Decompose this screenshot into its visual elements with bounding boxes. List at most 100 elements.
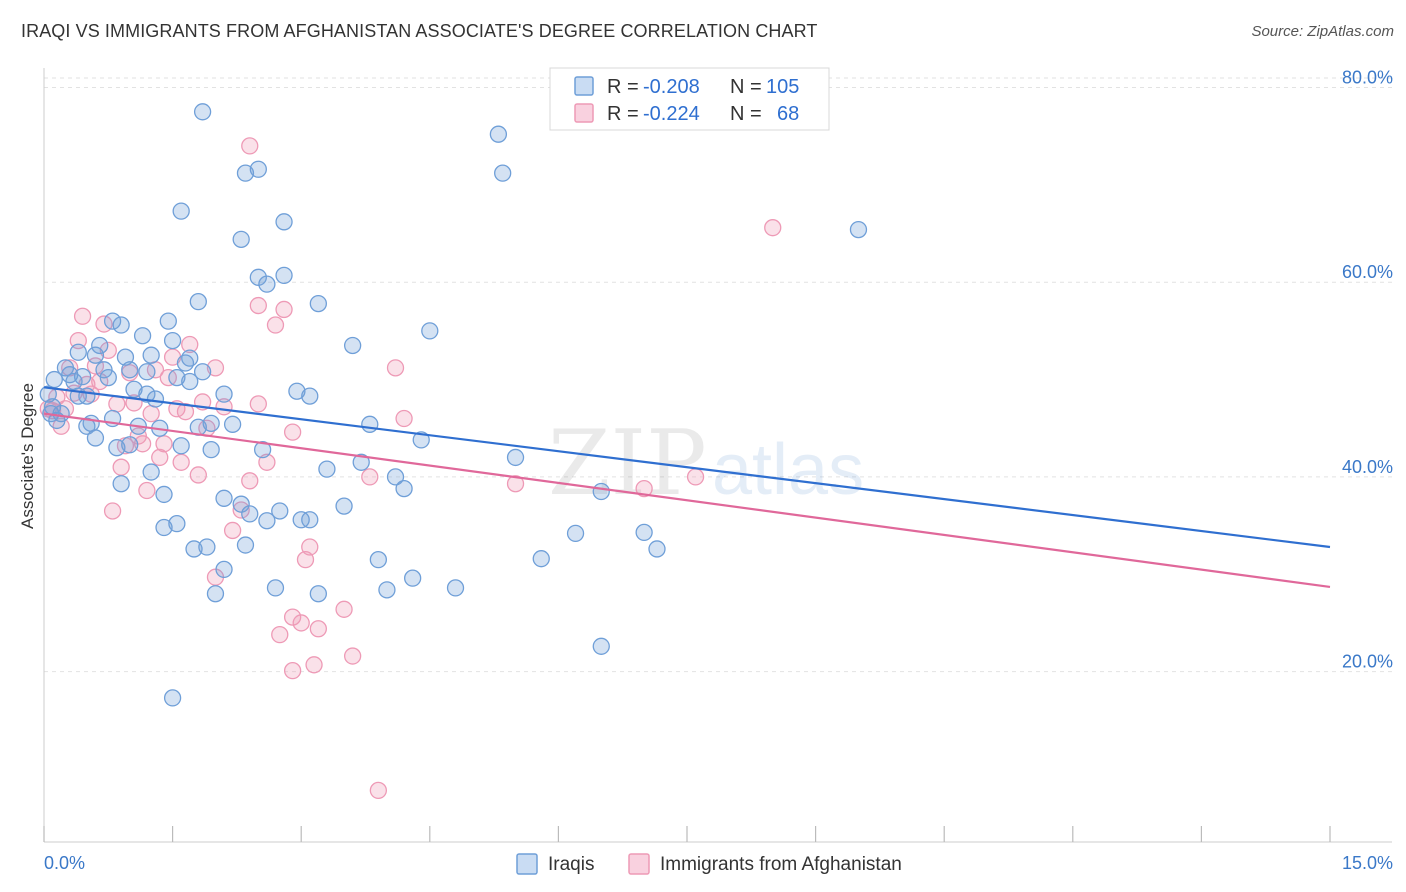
iraqi-point — [73, 367, 92, 386]
iraqi-point — [266, 579, 285, 597]
afghan-point — [223, 521, 242, 540]
legend-n-label: N = — [730, 76, 762, 98]
y-tick-label: 20.0% — [1342, 652, 1393, 672]
watermark: ZIP atlas — [548, 411, 864, 516]
legend-afghan-swatch — [574, 103, 594, 123]
iraqi-point — [386, 468, 405, 486]
iraqi-point — [489, 125, 508, 143]
legend-r-label-2: R = — [607, 103, 639, 125]
correlation-legend: R = -0.208 N = 105 R = -0.224 N = 68 — [549, 67, 830, 131]
afghan-trend-line — [43, 412, 1331, 589]
iraqi-point — [378, 581, 396, 599]
iraqi-point — [193, 363, 212, 381]
bottom-legend-iraqi-swatch — [516, 853, 538, 875]
source-label: Source: ZipAtlas.com — [1251, 23, 1394, 40]
iraqi-point — [121, 361, 139, 379]
afghan-point — [258, 453, 276, 471]
iraqi-point — [592, 482, 610, 501]
afghan-point — [395, 409, 413, 428]
iraqi-point — [215, 560, 233, 579]
afghan-point — [386, 359, 405, 377]
iraqi-point — [275, 266, 293, 285]
legend-afghan-n: 68 — [777, 103, 799, 125]
x-axis-ticks — [43, 826, 1331, 842]
afghan-point — [108, 395, 126, 413]
afghan-point — [335, 600, 353, 618]
iraqi-point — [412, 431, 430, 449]
afghan-point — [61, 359, 79, 377]
afghan-point — [73, 307, 92, 325]
afghan-point — [181, 335, 199, 354]
iraqi-point — [241, 505, 259, 523]
iraqi-point — [223, 415, 242, 433]
afghan-point — [686, 468, 705, 486]
afghan-point — [133, 435, 152, 453]
iraqi-point — [206, 585, 225, 603]
iraqi-point — [215, 489, 233, 507]
iraqi-trend-line — [43, 386, 1331, 549]
legend-afghan-r: -0.224 — [643, 103, 700, 125]
iraqi-point — [635, 523, 653, 542]
afghan-point — [241, 472, 259, 490]
y-tick-labels: 20.0% 40.0% 60.0% 80.0% — [1342, 67, 1393, 671]
iraqi-point — [249, 160, 267, 178]
iraqi-point — [125, 380, 143, 398]
iraqi-point — [159, 312, 177, 330]
iraqi-point — [395, 479, 413, 498]
iraqi-point — [172, 202, 190, 220]
afghan-point — [151, 448, 169, 467]
iraqi-point — [232, 495, 250, 513]
iraqi-point — [185, 540, 203, 558]
afghan-point — [206, 359, 225, 377]
afghan-point — [369, 781, 388, 800]
legend-r-label: R = — [607, 76, 639, 98]
iraqi-point — [193, 103, 212, 121]
afghan-point — [172, 453, 190, 471]
iraqi-point — [69, 343, 87, 361]
legend-iraqi-n: 105 — [766, 76, 799, 98]
iraqi-point — [86, 346, 105, 364]
iraqi-point — [198, 538, 216, 556]
iraqi-point — [236, 164, 255, 182]
y-tick-label: 60.0% — [1342, 262, 1393, 282]
iraqi-point — [133, 327, 152, 345]
x-tick-labels: 0.0% 15.0% — [44, 853, 1393, 873]
iraqi-point — [494, 164, 512, 182]
iraqi-point — [258, 275, 276, 293]
afghan-point — [142, 404, 160, 423]
iraqi-point — [172, 437, 190, 455]
iraqi-point — [168, 368, 186, 387]
iraqi-point — [146, 390, 165, 408]
iraqi-point — [215, 385, 233, 403]
afghan-point — [249, 395, 267, 413]
iraqi-point — [421, 322, 439, 340]
iraqi-point — [112, 316, 130, 334]
afghan-point — [155, 435, 173, 453]
iraqi-point — [566, 524, 585, 543]
afghan-point — [283, 661, 302, 680]
iraqi-point — [288, 382, 306, 400]
iraqi-point — [116, 348, 135, 366]
iraqi-point — [404, 569, 422, 587]
afghan-point — [275, 300, 293, 319]
iraqi-point — [361, 415, 379, 433]
iraqi-point — [309, 585, 327, 603]
iraqi-point — [103, 312, 122, 330]
afghan-point — [764, 219, 782, 237]
iraqi-point — [142, 346, 160, 364]
iraqi-point — [506, 448, 525, 467]
iraqi-point — [163, 689, 182, 707]
series-legend: Iraqis Immigrants from Afghanistan — [516, 853, 902, 875]
iraqi-point — [39, 385, 57, 403]
iraqi-point — [86, 429, 105, 447]
bottom-legend-afghan-swatch — [628, 853, 650, 875]
afghan-point — [343, 647, 362, 665]
bottom-legend-iraqi-label: Iraqis — [548, 854, 594, 875]
y-tick-label: 80.0% — [1342, 67, 1393, 87]
iraqi-point — [138, 363, 156, 381]
iraqi-point — [168, 514, 186, 533]
iraqi-point — [309, 294, 327, 313]
iraqi-point — [253, 440, 272, 459]
iraqi-point — [318, 460, 336, 478]
